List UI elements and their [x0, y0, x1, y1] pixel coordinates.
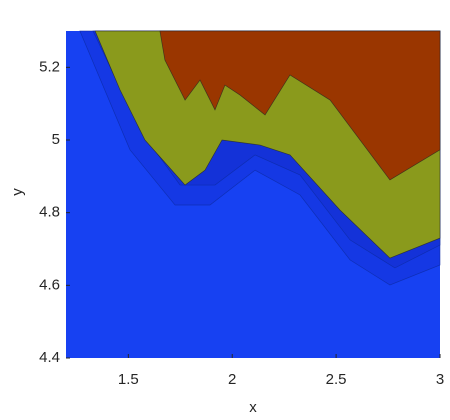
x-tick-label: 3: [436, 371, 444, 388]
y-tick-label: 4.8: [39, 204, 60, 221]
y-axis-label: y: [9, 188, 26, 196]
y-tick-label: 4.4: [39, 349, 60, 366]
contour-region: [159, 30, 441, 181]
x-axis-label: x: [249, 399, 257, 416]
x-tick-label: 1.5: [118, 371, 139, 388]
y-tick-label: 5: [52, 131, 60, 148]
x-tick-label: 2.5: [326, 371, 347, 388]
x-tick-label: 2: [228, 371, 236, 388]
y-tick-label: 5.2: [39, 58, 60, 75]
y-tick-label: 4.6: [39, 276, 60, 293]
